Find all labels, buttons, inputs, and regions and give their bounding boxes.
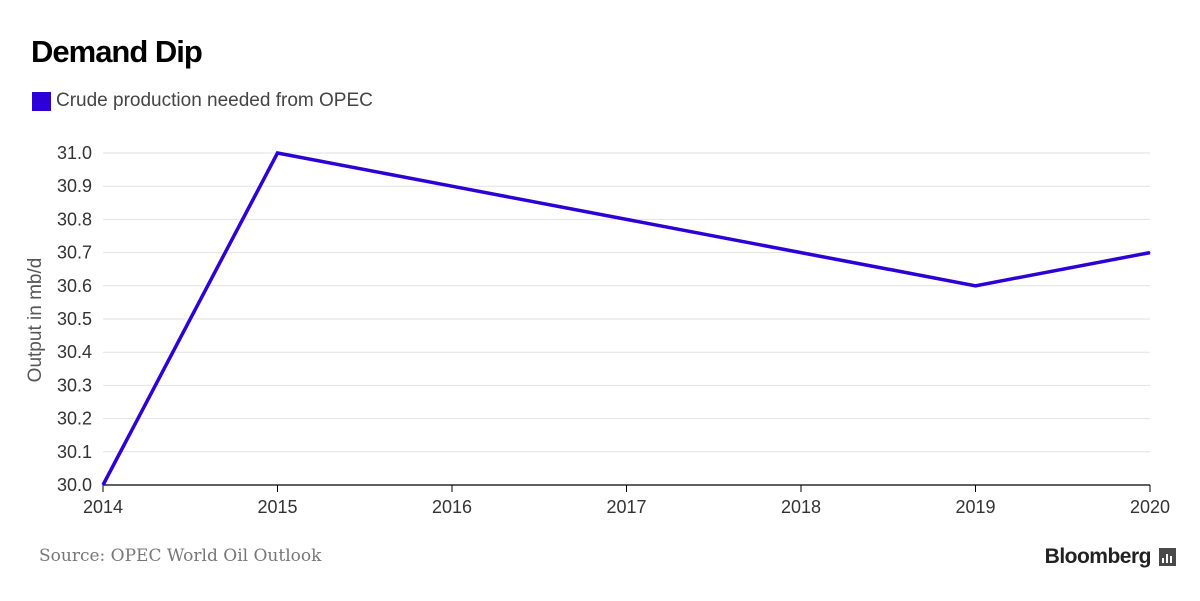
data-point <box>626 218 627 220</box>
x-tick-label: 2017 <box>606 497 646 517</box>
y-tick-label: 31.0 <box>57 143 92 163</box>
x-tick-label: 2015 <box>257 497 297 517</box>
y-tick-label: 30.8 <box>57 209 92 229</box>
y-tick-label: 30.0 <box>57 475 92 495</box>
gridlines <box>102 152 1151 492</box>
source-note: Source: OPEC World Oil Outlook <box>39 546 322 566</box>
data-point <box>102 484 104 486</box>
data-point <box>277 152 278 154</box>
y-tick-label: 30.6 <box>57 276 92 296</box>
bloomberg-chart-icon <box>1159 548 1176 566</box>
legend-swatch <box>32 91 51 111</box>
x-tick-label: 2014 <box>83 497 123 517</box>
data-point <box>1149 252 1151 254</box>
x-tick-label: 2020 <box>1130 497 1170 517</box>
y-tick-label: 30.4 <box>57 342 92 362</box>
x-tick-label: 2018 <box>781 497 821 517</box>
y-tick-label: 30.5 <box>57 309 92 329</box>
x-tick-label: 2016 <box>432 497 472 517</box>
x-tick-labels: 2014 2015 2016 2017 2018 2019 2020 <box>83 497 1170 517</box>
y-tick-label: 30.1 <box>57 442 92 462</box>
data-point <box>800 252 802 254</box>
y-tick-label: 30.9 <box>57 176 92 196</box>
y-tick-label: 30.2 <box>57 409 92 429</box>
brand-logo: Bloomberg <box>1045 545 1176 569</box>
y-tick-labels: 30.0 30.1 30.2 30.3 30.4 30.5 30.6 30.7 30.8 30.9… <box>57 143 92 495</box>
chart-title: Demand Dip <box>31 34 203 69</box>
x-tick-label: 2019 <box>955 497 995 517</box>
legend: Crude production needed from OPEC <box>32 90 373 112</box>
series-layer <box>101 151 1151 486</box>
brand-name: Bloomberg <box>1044 545 1152 568</box>
y-tick-label: 30.3 <box>57 375 92 395</box>
y-tick-label: 30.7 <box>57 243 92 263</box>
data-point <box>451 185 453 187</box>
legend-label: Crude production needed from OPEC <box>56 90 373 111</box>
data-point <box>975 285 976 287</box>
